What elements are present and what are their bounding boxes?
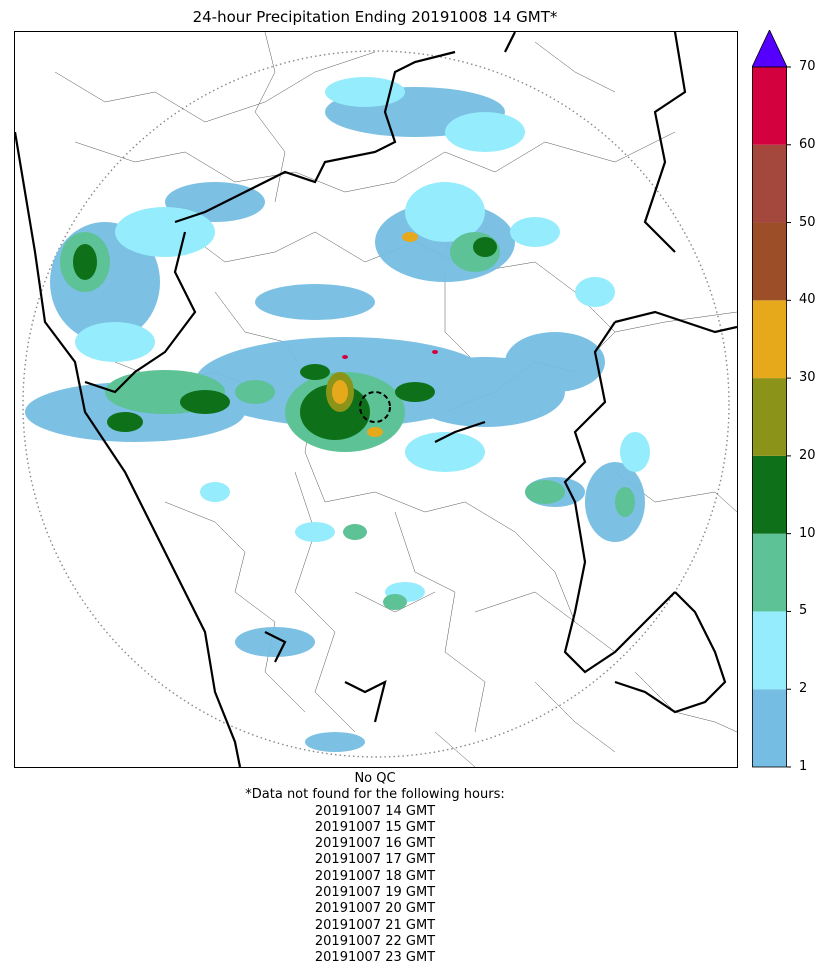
colorbar-extend-arrow: [751, 29, 788, 68]
footnotes: No QC *Data not found for the following …: [0, 771, 750, 967]
missing-hour: 20191007 14 GMT: [314, 803, 436, 819]
colorbar-tick-label: 5: [799, 603, 808, 619]
colorbar-segment: [752, 689, 787, 767]
colorbar-segment: [752, 67, 787, 145]
colorbar-segment: [752, 533, 787, 612]
colorbar-graphic: [751, 29, 791, 768]
colorbar-tick-label: 50: [799, 214, 816, 230]
colorbar-segment: [752, 378, 787, 456]
colorbar-tick-label: 30: [799, 370, 816, 386]
colorbar-tick-label: 60: [799, 136, 816, 152]
missing-hour: 20191007 18 GMT: [314, 868, 436, 884]
missing-hour: 20191007 20 GMT: [314, 901, 436, 917]
radar-map[interactable]: [14, 31, 738, 768]
colorbar-segment: [752, 611, 787, 690]
colorbar: [751, 29, 792, 774]
precip-layer-20-40: [326, 232, 438, 437]
colorbar-tick-label: 10: [799, 525, 816, 541]
missing-data-header: *Data not found for the following hours:: [245, 787, 505, 803]
radar-site-ring: [359, 391, 391, 423]
colorbar-tick-label: 40: [799, 292, 816, 308]
map-title: 24-hour Precipitation Ending 20191008 14…: [192, 8, 558, 26]
missing-hour: 20191007 17 GMT: [314, 852, 436, 868]
missing-hour: 20191007 15 GMT: [314, 819, 436, 835]
colorbar-segment: [752, 455, 787, 534]
state-boundaries: [15, 32, 737, 767]
missing-hour: 20191007 19 GMT: [314, 885, 436, 901]
missing-hour: 20191007 23 GMT: [314, 950, 436, 966]
missing-hour: 20191007 16 GMT: [314, 836, 436, 852]
colorbar-tick-label: 2: [799, 681, 808, 697]
colorbar-outline: [752, 66, 787, 768]
missing-hour: 20191007 21 GMT: [314, 917, 436, 933]
colorbar-tick-label: 1: [799, 759, 808, 774]
missing-hour: 20191007 22 GMT: [314, 933, 436, 949]
colorbar-segment: [752, 144, 787, 223]
precip-layer-2-5: [75, 77, 650, 602]
radar-range-ring: [22, 50, 730, 758]
colorbar-segment: [752, 222, 787, 301]
colorbar-tick-label: 70: [799, 59, 816, 74]
map-canvas: [15, 32, 737, 767]
qc-note: No QC: [354, 771, 396, 786]
colorbar-tick-label: 20: [799, 447, 816, 463]
colorbar-segment: [752, 300, 787, 379]
